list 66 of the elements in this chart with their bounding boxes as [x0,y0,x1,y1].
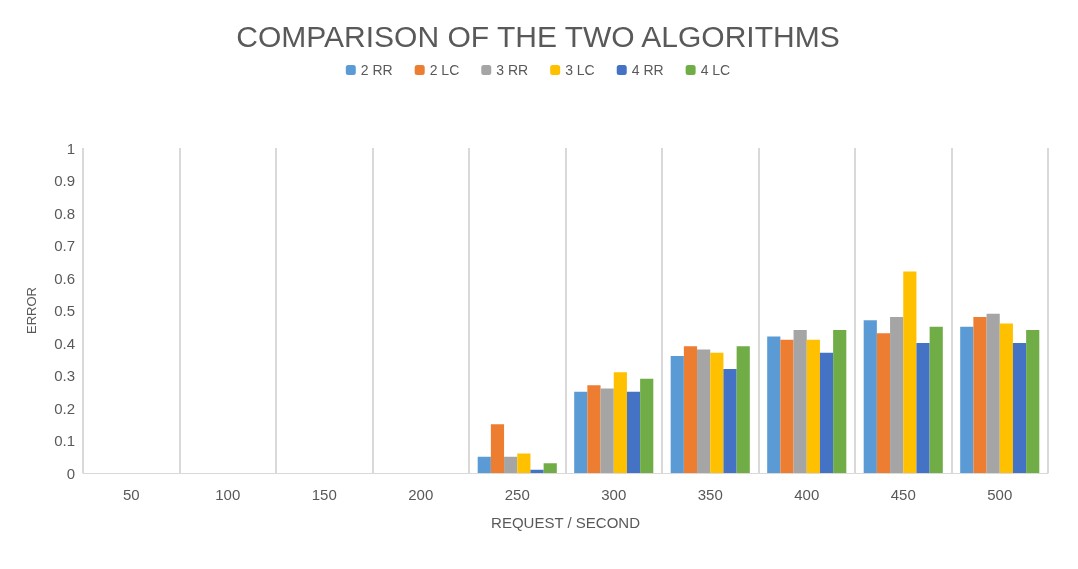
bar [916,343,930,473]
y-tick-label: 0 [66,464,75,482]
legend-label: 3 LC [565,62,595,78]
bar [543,463,557,473]
legend-label: 3 RR [496,62,529,78]
bar [793,330,807,473]
y-tick-label: 0.6 [54,269,75,287]
bar [587,385,601,473]
bar [890,317,904,473]
bar [780,339,794,473]
y-tick-label: 1 [66,139,75,157]
bar [490,424,505,473]
y-tick-label: 0.7 [54,237,75,254]
bar [670,356,684,473]
y-tick-label: 0.2 [54,399,75,417]
bar [1026,330,1040,473]
y-tick-label: 0.8 [54,204,75,222]
bar [530,469,544,473]
x-tick-label: 200 [408,486,434,503]
x-tick-label: 400 [794,486,820,503]
x-tick-label: 500 [987,486,1013,503]
bar [517,453,531,473]
y-tick-label: 0.5 [54,302,75,319]
legend-label: 2 RR [360,62,393,78]
bar [929,326,943,473]
y-axis-title: ERROR [24,287,39,334]
bar [477,456,491,473]
y-tick-label: 0.3 [54,367,75,384]
bar [863,320,877,473]
bar [723,369,737,473]
bar [626,391,641,473]
bar [504,456,518,473]
bar [973,317,987,473]
bar [697,349,711,473]
bar [736,346,750,473]
bar [876,333,891,473]
x-tick-label: 150 [311,486,337,503]
bar [986,313,1000,473]
x-tick-label: 350 [697,486,723,503]
x-axis-title: REQUEST / SECOND [491,514,641,531]
bar [683,346,698,473]
bar [806,339,820,473]
bar [574,391,588,473]
y-tick-label: 0.4 [54,334,75,352]
legend-label: 4 RR [631,62,664,78]
bar [833,330,847,473]
x-tick-label: 250 [504,486,530,503]
legend-label: 4 LC [700,62,731,78]
chart-title: COMPARISON OF THE TWO ALGORITHMS [236,19,840,53]
bar [1012,343,1027,473]
bar [767,336,781,473]
bar [600,388,614,473]
bar [819,352,834,473]
bar [710,352,724,473]
x-tick-label: 300 [601,486,627,503]
legend-label: 2 LC [429,62,460,78]
x-tick-label: 100 [215,486,241,503]
bar [960,326,974,473]
bar [999,323,1013,473]
bar [640,378,654,473]
y-tick-label: 0.1 [54,432,75,449]
x-tick-label: 450 [890,486,916,503]
bar [903,271,917,473]
bar [613,372,627,473]
x-tick-label: 50 [122,486,140,503]
y-tick-label: 0.9 [54,172,75,189]
